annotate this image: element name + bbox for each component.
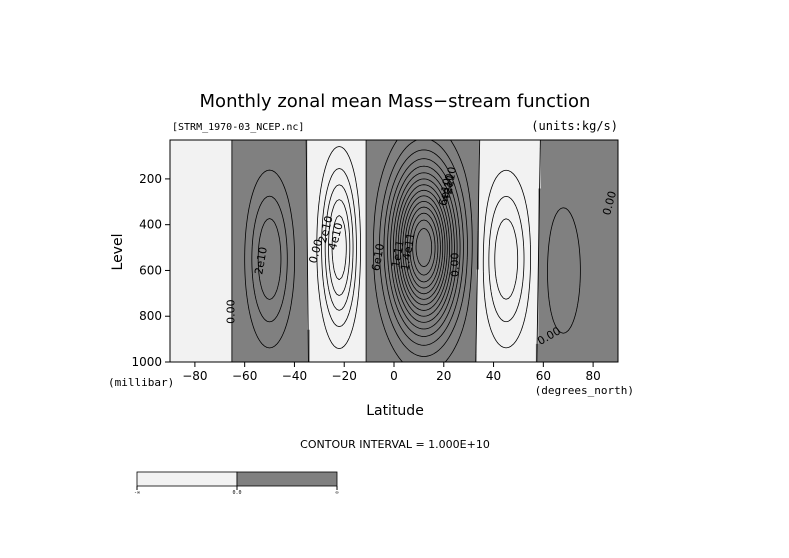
x-tick-label: 60 — [536, 369, 551, 383]
x-axis-units: (degrees_north) — [535, 384, 634, 397]
x-tick-label: 0 — [390, 369, 398, 383]
contour-line — [316, 146, 531, 350]
contour-interval: CONTOUR INTERVAL = 1.000E+10 — [300, 438, 490, 451]
x-tick-label: 80 — [585, 369, 600, 383]
contour-line — [324, 184, 519, 311]
contour-line — [321, 168, 525, 328]
x-tick-label: −40 — [282, 369, 307, 383]
contour-line — [409, 212, 439, 283]
contour-line — [415, 228, 433, 268]
contour-line — [331, 215, 347, 280]
contour-line — [257, 149, 464, 346]
contour-line — [400, 189, 448, 306]
contour-label: 6e10 — [436, 177, 454, 207]
x-tick-label: −60 — [232, 369, 257, 383]
contour-line — [244, 140, 581, 362]
file-label: [STRM_1970-03_NCEP.nc] — [172, 122, 304, 133]
contour-label: 0.00 — [449, 252, 462, 277]
colorbar-tick-zero: 0.0 — [232, 490, 241, 496]
positive-shading — [232, 140, 618, 362]
colorbar-tick-max: ∞ — [335, 490, 338, 496]
y-tick-label: 600 — [139, 263, 162, 277]
x-axis-label: Latitude — [366, 403, 424, 419]
contour-label: 1e11 — [389, 239, 407, 269]
y-tick-label: 200 — [139, 172, 162, 186]
y-tick-label: 1000 — [131, 355, 162, 369]
contour-line — [328, 199, 351, 296]
x-tick-label: −80 — [182, 369, 207, 383]
contour-line — [406, 206, 441, 289]
contour-label: 0.00 — [225, 299, 238, 324]
colorbar-tick-min: -∞ — [134, 490, 140, 496]
contour-line — [402, 195, 446, 300]
y-tick-label: 400 — [139, 218, 162, 232]
contour-line — [231, 140, 541, 362]
y-axis-label: Level — [110, 234, 126, 271]
contour-line — [412, 219, 436, 276]
contour-label: 0.00 — [307, 238, 326, 265]
colorbar: -∞ 0.0 ∞ — [134, 471, 339, 496]
contour-label: 0.00 — [600, 190, 619, 217]
contour-line — [387, 158, 461, 337]
y-tick-label: 800 — [139, 309, 162, 323]
contour-line — [392, 172, 455, 323]
y-axis-units: (millibar) — [108, 376, 174, 389]
contour-line — [390, 165, 458, 330]
contour-line — [404, 200, 444, 295]
contour-line — [395, 178, 453, 317]
contour-label: 2e10 — [441, 166, 459, 196]
plot-area — [170, 140, 618, 362]
chart-title: Monthly zonal mean Mass−stream function — [200, 91, 591, 112]
colorbar-positive — [236, 471, 338, 487]
units-label: (units:kg/s) — [531, 119, 618, 133]
contour-line — [397, 184, 450, 311]
contour-label: 6e10 — [369, 242, 387, 272]
x-tick-label: 20 — [436, 369, 451, 383]
x-tick-label: −20 — [332, 369, 357, 383]
x-tick-label: 40 — [486, 369, 501, 383]
contour-line — [251, 140, 468, 357]
contour-label: 2e10 — [252, 246, 270, 276]
contour-label: 4e10 — [439, 173, 457, 203]
colorbar-negative — [136, 471, 238, 487]
